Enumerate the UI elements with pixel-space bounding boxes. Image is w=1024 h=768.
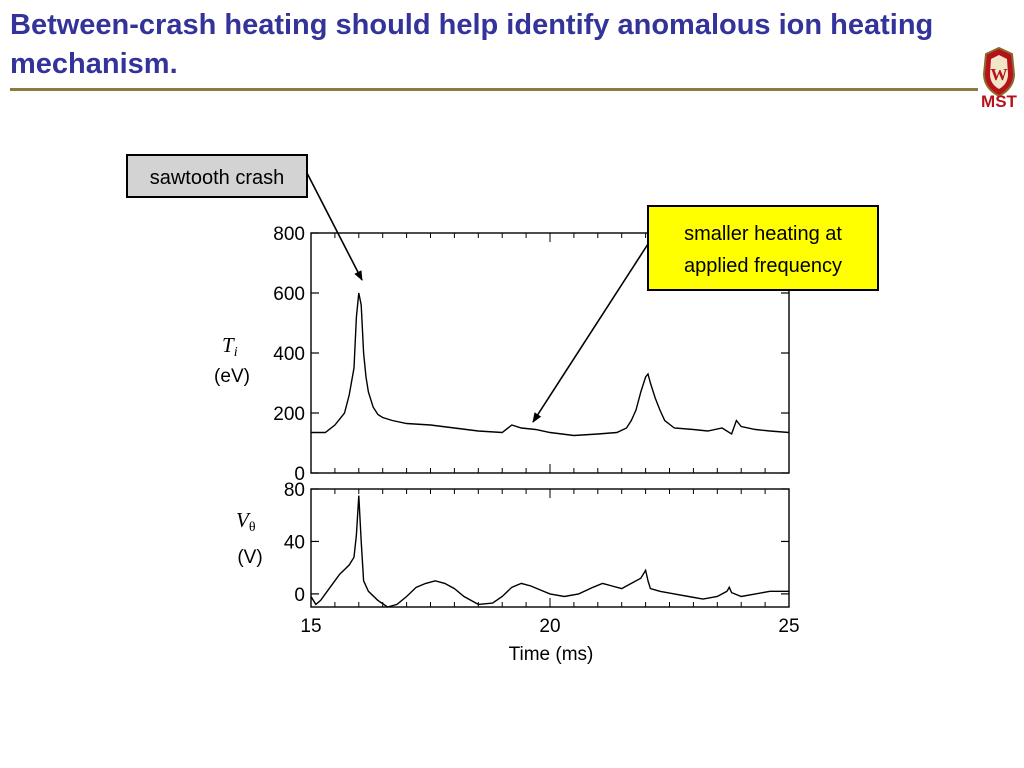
ti-ytick-label: 200 <box>273 404 305 425</box>
x-axis: 15 20 25 <box>300 616 799 637</box>
vtheta-ylabel-unit: (V) <box>237 547 262 568</box>
vtheta-plot-frame <box>310 488 790 608</box>
vtheta-series-line <box>310 495 789 608</box>
crest-letter: W <box>991 65 1008 84</box>
sawtooth-crash-annotation: sawtooth crash <box>126 154 363 281</box>
slide-title: Between-crash heating should help identi… <box>10 9 934 80</box>
x-axis-label: Time (ms) <box>509 644 594 665</box>
vtheta-ylabel-symbol: Vθ <box>236 508 256 535</box>
ti-panel: 0 200 400 600 800 Ti (eV) <box>214 224 790 485</box>
sawtooth-crash-label: sawtooth crash <box>150 167 285 189</box>
ti-ytick-label: 0 <box>294 464 305 485</box>
sawtooth-crash-arrow <box>306 172 363 281</box>
x-tick-label: 20 <box>539 616 560 637</box>
ti-ytick-label: 800 <box>273 224 305 245</box>
vtheta-ytick-label: 40 <box>284 532 305 553</box>
ti-ylabel-symbol: Ti <box>222 333 238 360</box>
applied-frequency-label-line2: applied frequency <box>684 255 842 277</box>
x-tick-label: 15 <box>300 616 321 637</box>
title-rule <box>10 88 978 91</box>
ti-y-axis: 0 200 400 600 800 <box>273 224 790 485</box>
university-crest-icon: W <box>982 46 1016 98</box>
vtheta-ytick-label: 80 <box>284 480 305 501</box>
logo-text: MST <box>981 92 1017 111</box>
vtheta-y-axis: 0 40 80 <box>284 480 790 607</box>
applied-frequency-arrow <box>532 243 649 423</box>
vtheta-panel: 0 40 80 15 20 25 Vθ (V) Time (ms) <box>236 480 800 665</box>
ti-ytick-label: 600 <box>273 284 305 305</box>
ti-ylabel-unit: (eV) <box>214 366 250 387</box>
vtheta-ytick-label: 0 <box>294 585 305 606</box>
applied-frequency-box <box>647 205 879 291</box>
x-tick-label: 25 <box>778 616 799 637</box>
applied-frequency-label-line1: smaller heating at <box>684 223 842 245</box>
sawtooth-crash-box <box>126 154 308 198</box>
applied-frequency-annotation: smaller heating at applied frequency <box>532 205 879 423</box>
ti-series-line <box>311 292 790 437</box>
ti-ytick-label: 400 <box>273 344 305 365</box>
